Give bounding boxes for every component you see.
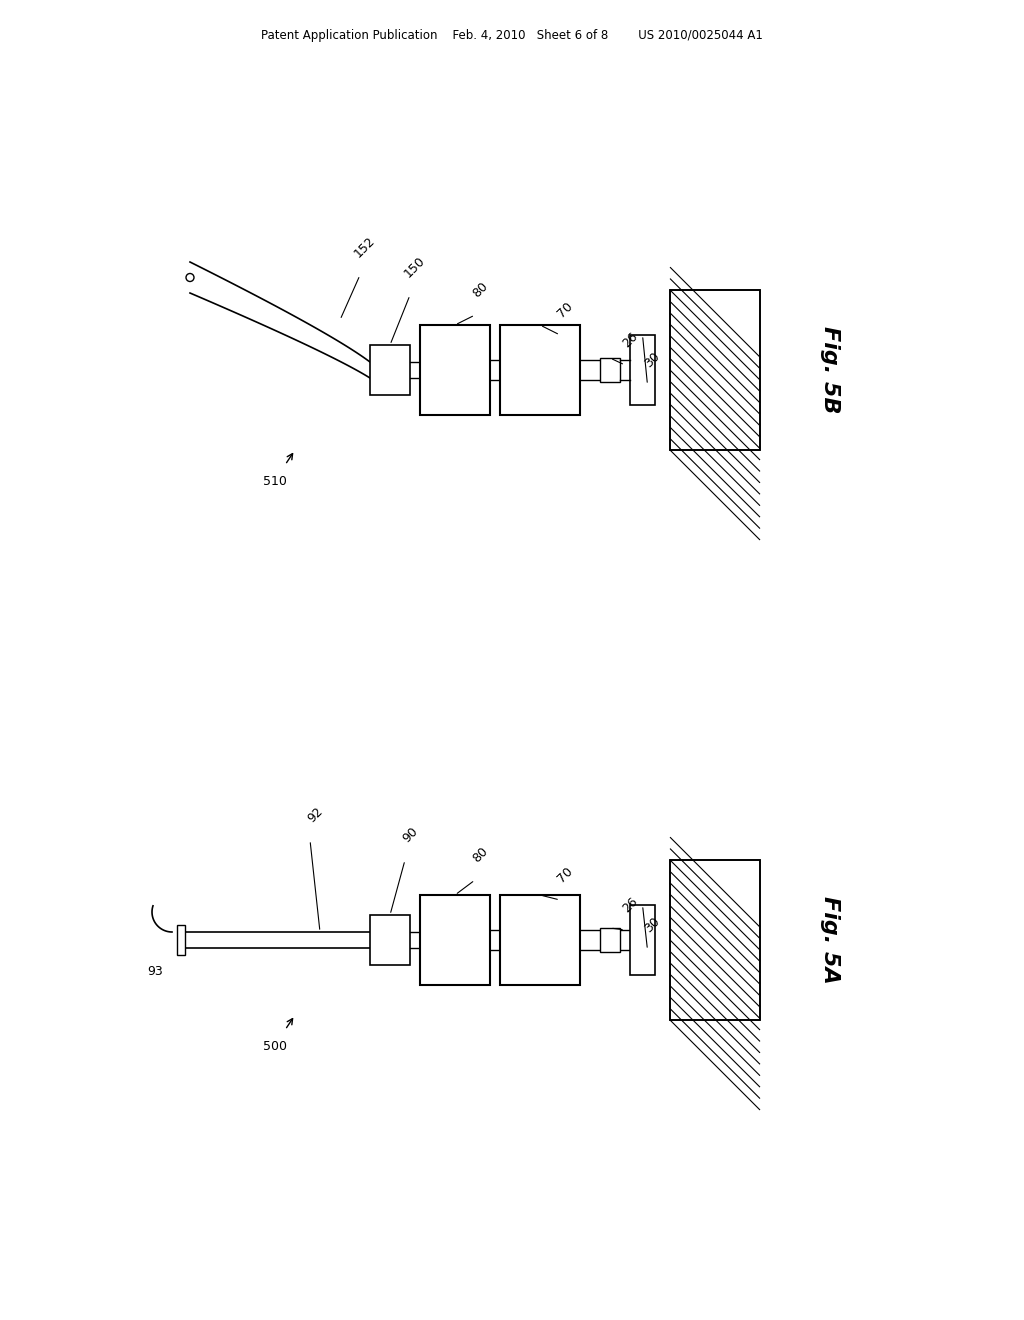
Bar bbox=[370, 345, 410, 395]
Text: Fig. 5A: Fig. 5A bbox=[820, 896, 840, 983]
Bar bbox=[670, 861, 760, 1020]
Text: 500: 500 bbox=[263, 1040, 287, 1053]
Bar bbox=[177, 925, 185, 954]
Bar bbox=[670, 290, 760, 450]
Bar bbox=[630, 906, 655, 975]
Text: 93: 93 bbox=[147, 965, 163, 978]
Text: 70: 70 bbox=[555, 300, 575, 319]
Text: 152: 152 bbox=[352, 234, 378, 260]
Text: 80: 80 bbox=[470, 280, 490, 300]
Bar bbox=[670, 290, 760, 450]
Text: 92: 92 bbox=[305, 805, 326, 825]
Text: 26: 26 bbox=[620, 895, 640, 915]
Bar bbox=[370, 915, 410, 965]
Bar bbox=[420, 895, 490, 985]
Text: 30: 30 bbox=[642, 915, 663, 935]
Bar bbox=[600, 928, 620, 952]
Text: Fig. 5B: Fig. 5B bbox=[820, 326, 840, 413]
Bar bbox=[670, 861, 760, 1020]
Text: 80: 80 bbox=[470, 845, 490, 865]
Text: 70: 70 bbox=[555, 865, 575, 884]
Text: 30: 30 bbox=[642, 350, 663, 370]
Bar bbox=[420, 325, 490, 414]
Text: 26: 26 bbox=[620, 330, 640, 350]
Bar bbox=[600, 358, 620, 381]
Bar bbox=[500, 895, 580, 985]
Bar bbox=[630, 335, 655, 405]
Text: 510: 510 bbox=[263, 475, 287, 488]
Text: 90: 90 bbox=[399, 825, 420, 845]
Bar bbox=[500, 325, 580, 414]
Text: Patent Application Publication    Feb. 4, 2010   Sheet 6 of 8        US 2010/002: Patent Application Publication Feb. 4, 2… bbox=[261, 29, 763, 41]
Text: 150: 150 bbox=[402, 253, 428, 280]
